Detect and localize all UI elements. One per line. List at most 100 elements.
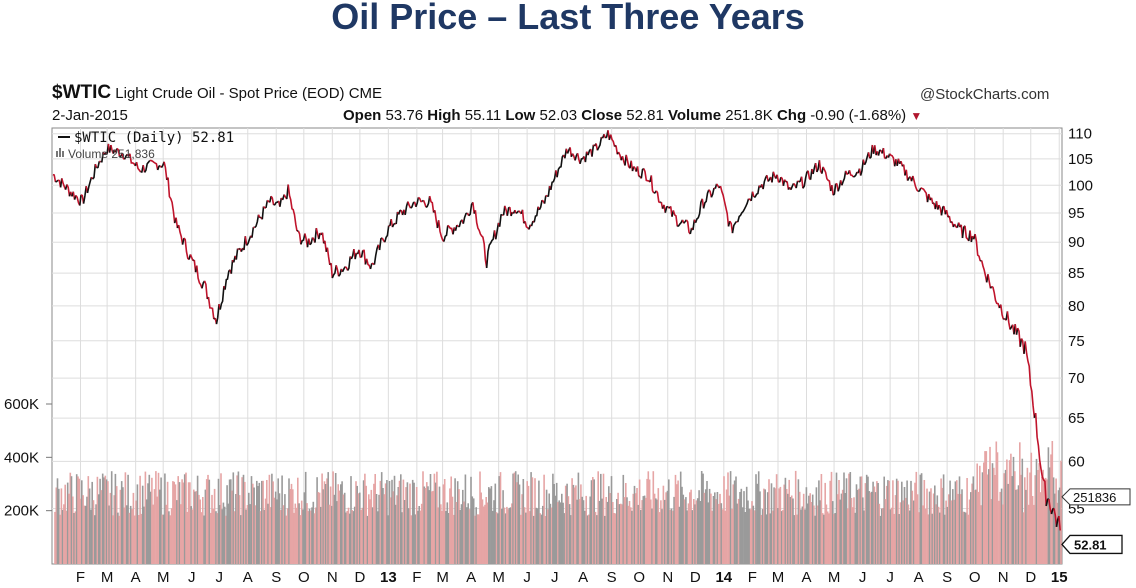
volume-bar [338,490,341,564]
volume-icon [56,151,58,157]
price-segment [802,170,809,189]
x-tick-label: M [101,569,114,586]
volume-bar [985,451,988,564]
volume-bar [82,495,84,564]
price-segment [330,263,334,279]
price-segment [751,191,755,198]
date-label: 2-Jan-2015 [52,107,128,124]
price-segment [262,205,267,209]
volume-bar [434,482,437,564]
volume-bar [975,489,977,564]
volume-bar [623,497,626,564]
volume-bar [944,514,946,564]
price-segment [354,252,358,260]
price-segment [326,247,331,266]
volume-bar [418,506,420,564]
chart-header-row1: $WTIC Light Crude Oil - Spot Price (EOD)… [52,82,382,104]
volume-bar [963,511,966,564]
volume-bar [79,498,82,564]
volume-bar [1002,504,1004,564]
y-tick-label: 60 [1068,453,1085,470]
volume-bar [236,475,238,564]
price-segment [443,225,449,242]
price-segment [729,220,734,234]
volume-bar [299,515,302,564]
volume-bar [331,505,333,564]
volume-bar [498,476,500,564]
volume-bar [300,500,303,564]
volume-bar [723,476,725,564]
volume-bar [147,483,149,564]
volume-bar [211,494,213,564]
volume-bar [182,482,185,564]
volume-bar [244,481,246,564]
volume-bar [263,509,266,564]
price-segment [474,210,488,269]
price-segment [235,248,239,260]
volume-bar [282,505,285,564]
price-segment [244,236,248,246]
volume-bar [1012,456,1015,564]
volume-bar [1057,490,1060,564]
volume-bar [912,500,915,564]
price-segment [1024,341,1036,418]
volume-bar [988,469,990,564]
volume-bar [232,472,235,564]
volume-bar [761,509,764,564]
volume-bar [138,515,140,564]
volume-bar [641,500,643,564]
price-segment [1006,311,1011,330]
volume-bar [343,492,346,564]
volume-bar [451,496,454,564]
y-tick-label: 65 [1068,410,1085,427]
price-segment [321,232,325,244]
price-segment [556,154,565,178]
volume-bar [555,482,558,564]
volume-bar [573,487,576,564]
price-segment [643,168,651,183]
volume-bar [467,503,469,564]
volume-bar [518,484,521,564]
volume-bar [279,509,282,564]
volume-bar [965,512,967,564]
high-label: High [427,107,461,124]
volume-bar [362,480,365,564]
volume-bar [740,488,743,564]
price-segment [609,134,616,147]
volume-bar [580,484,582,564]
volume-bar [922,505,924,564]
x-tick-label: S [942,569,952,586]
volume-bar [254,505,257,564]
volume-bar [107,481,109,564]
volume-bar [1011,476,1014,564]
volume-bar [422,471,424,564]
price-segment [61,178,67,191]
volume-bar [284,494,286,564]
volume-bar [375,494,378,564]
volume-bar [81,480,83,564]
price-segment [584,151,588,163]
volume-bar [368,494,370,564]
volume-bar [843,472,845,564]
volume-bar [327,472,329,564]
price-segment [52,173,57,183]
volume-bar [213,488,216,564]
brand-label[interactable]: @StockCharts.com [920,86,1050,103]
volume-bar [681,486,683,564]
volume-bar [228,479,231,564]
open-value: 53.76 [385,107,424,124]
volume-bar [122,487,124,564]
price-segment [889,153,896,167]
volume-bar [1052,477,1055,564]
x-tick-label: S [271,569,281,586]
volume-bar [612,502,614,564]
price-segment [437,220,445,243]
volume-bar [983,462,985,564]
volume-bar [322,489,325,564]
volume-bar [710,493,712,564]
volume-bar [466,507,468,564]
price-segment [254,214,260,229]
price-segment [672,210,679,227]
volume-bar [315,507,317,564]
volume-bar [800,509,802,564]
